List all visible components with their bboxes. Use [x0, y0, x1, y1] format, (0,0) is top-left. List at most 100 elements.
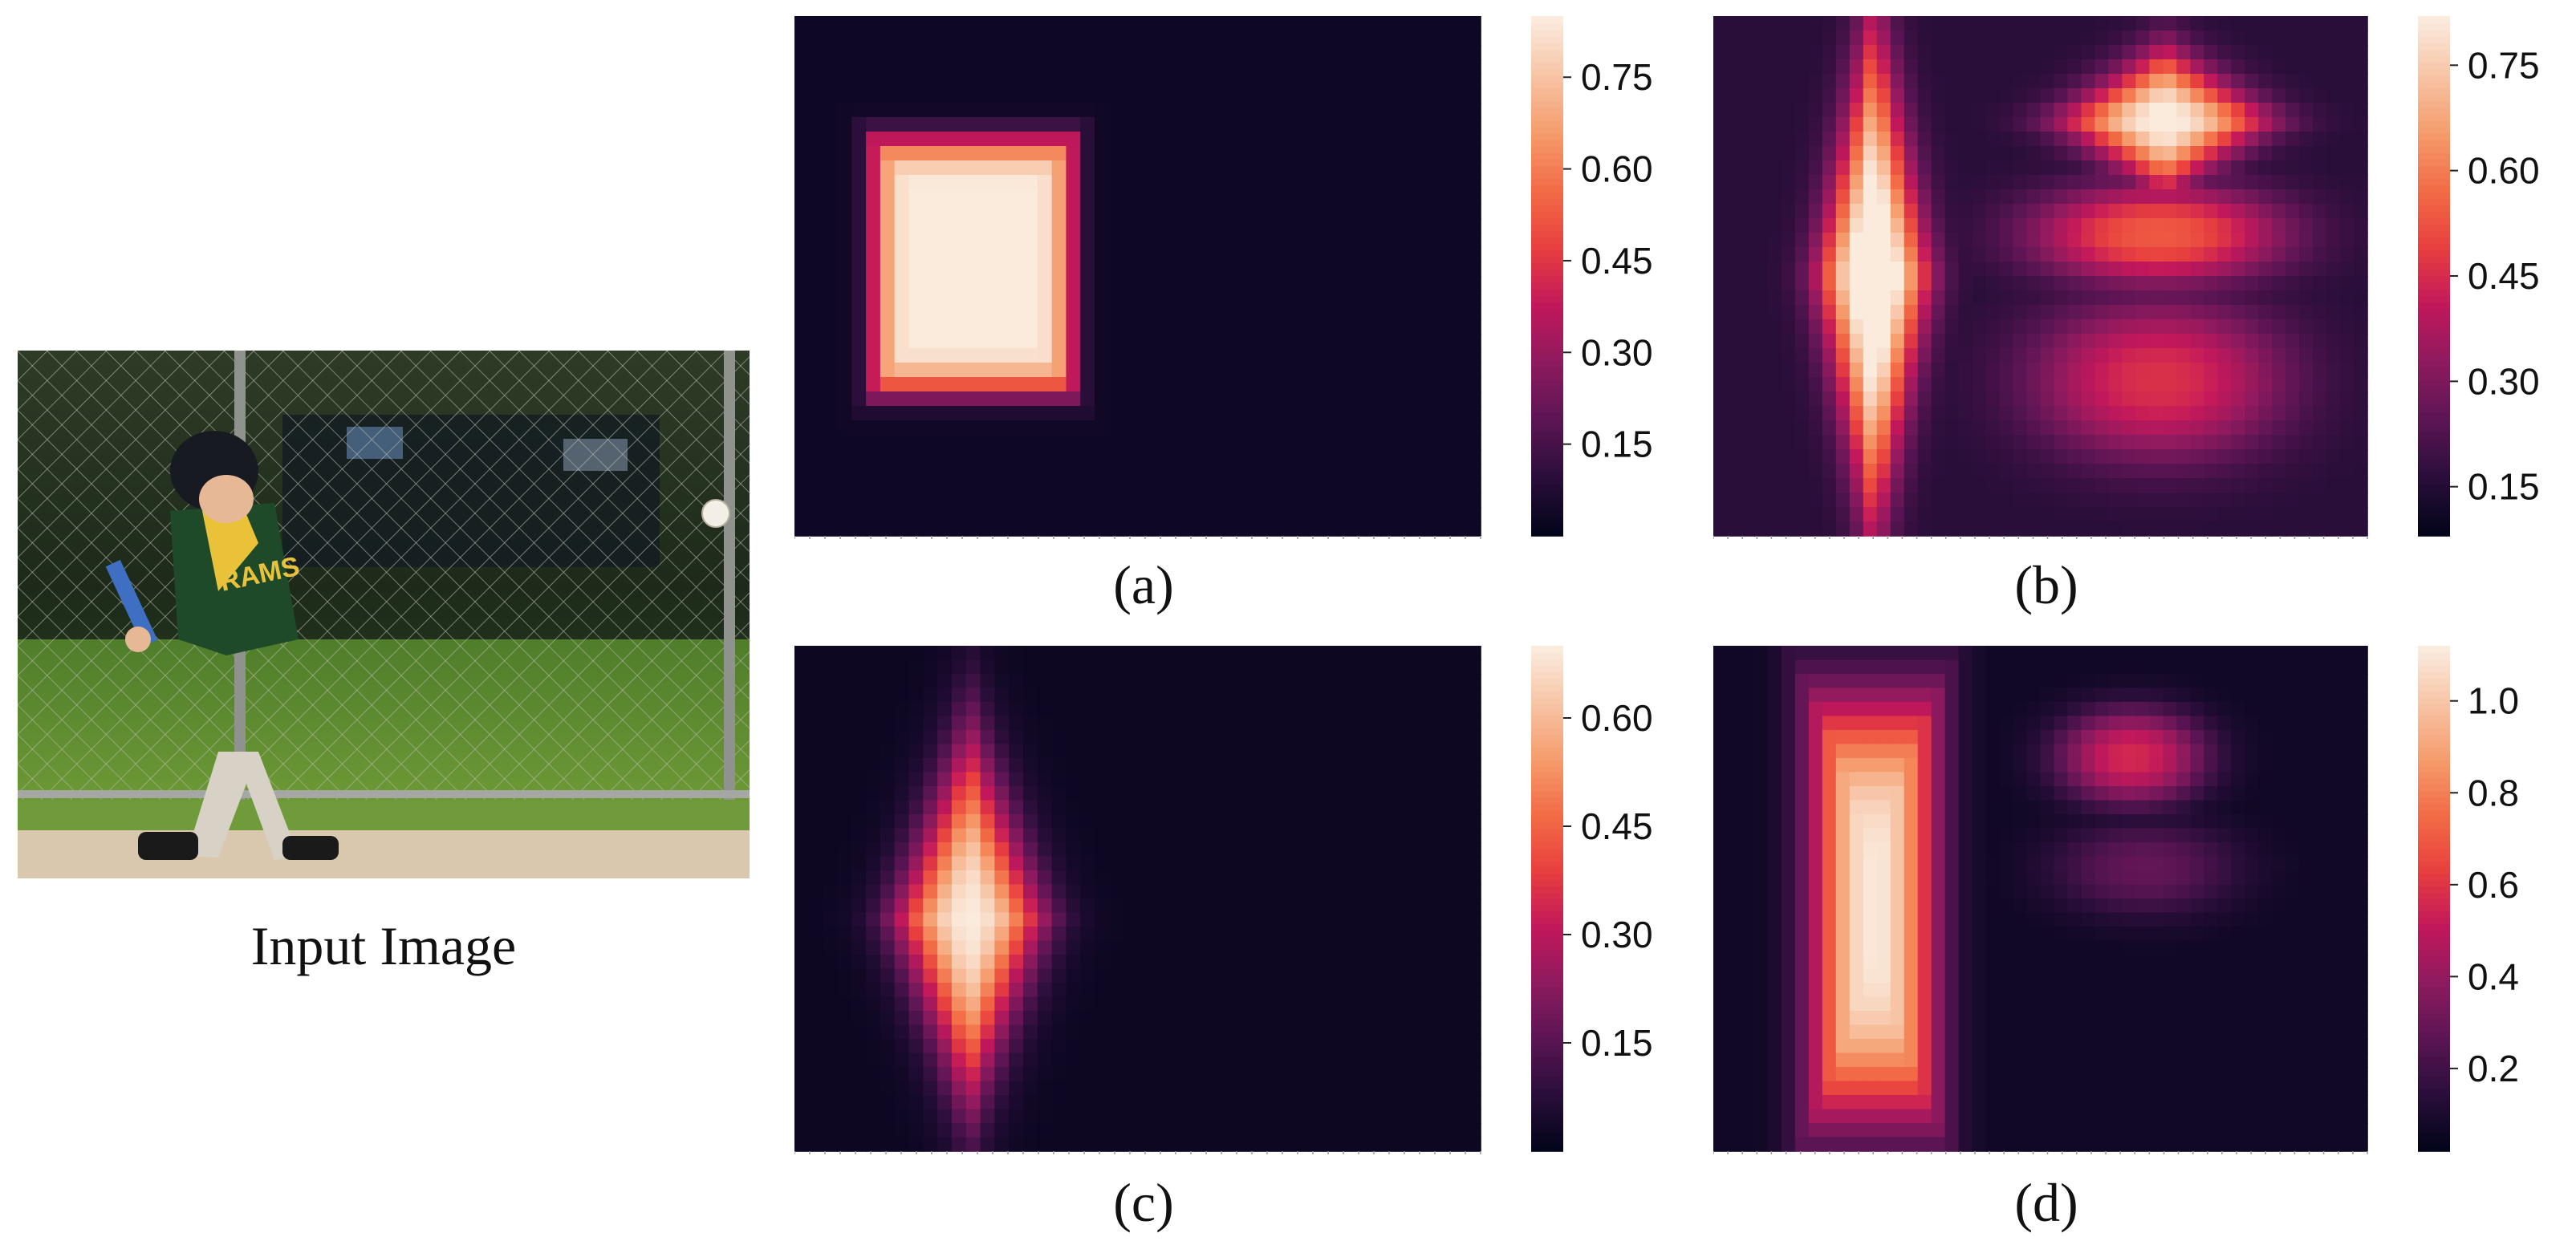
heatmap-cell	[1423, 814, 1439, 829]
heatmap-cell	[837, 218, 853, 233]
heatmap-cell	[1740, 290, 1755, 306]
heatmap-cell	[1108, 828, 1124, 843]
heatmap-cell	[1351, 687, 1367, 703]
heatmap-cell	[1999, 233, 2014, 248]
heatmap-cell	[1309, 898, 1324, 914]
heatmap-cell	[1437, 898, 1453, 914]
heatmap-cell	[937, 716, 953, 731]
heatmap-cell	[1337, 132, 1353, 147]
heatmap-cell	[1713, 189, 1728, 205]
heatmap-cell	[880, 406, 896, 421]
heatmap-cell	[866, 646, 881, 661]
heatmap-cell	[1252, 702, 1267, 717]
heatmap-cell	[1108, 406, 1124, 421]
heatmap-cell	[980, 74, 996, 89]
heatmap-cell	[808, 744, 824, 759]
heatmap-cell	[1209, 687, 1225, 703]
heatmap-cell	[1863, 132, 1878, 147]
heatmap-cell	[1323, 103, 1339, 118]
heatmap-cell	[1337, 507, 1353, 522]
heatmap-cell	[1423, 464, 1439, 479]
heatmap-cell	[1023, 507, 1038, 522]
heatmap-cell	[1123, 276, 1139, 291]
heatmap-cell	[2054, 521, 2069, 537]
heatmap-cell	[2040, 348, 2055, 363]
heatmap-cell	[1266, 218, 1282, 233]
heatmap-cell	[1366, 842, 1382, 858]
heatmap-cell	[1437, 800, 1453, 815]
heatmap-cell	[1408, 814, 1424, 829]
heatmap-cell	[994, 814, 1010, 829]
heatmap-cell	[2026, 420, 2042, 436]
heatmap-cell	[2326, 334, 2341, 349]
heatmap-cell	[794, 493, 810, 508]
heatmap-cell	[2013, 363, 2028, 378]
heatmap-cell	[994, 898, 1010, 914]
heatmap-cell	[1337, 449, 1353, 464]
heatmap-cell	[1309, 189, 1324, 205]
heatmap-cell	[1863, 521, 1878, 537]
heatmap-cell	[1009, 521, 1024, 537]
heatmap-cell	[2340, 88, 2355, 103]
heatmap-cell	[923, 493, 938, 508]
heatmap-cell	[1917, 132, 1932, 147]
heatmap-cell	[866, 363, 881, 378]
heatmap-cell	[1194, 319, 1210, 335]
heatmap-cell	[1108, 204, 1124, 219]
heatmap-cell	[851, 856, 867, 871]
heatmap-cell	[794, 716, 810, 731]
heatmap-cell	[1294, 233, 1310, 248]
heatmap-cell	[1294, 884, 1310, 899]
heatmap-cell	[894, 290, 910, 306]
heatmap-cell	[2163, 290, 2178, 306]
heatmap-cell	[1466, 319, 1481, 335]
heatmap-cell	[1380, 800, 1396, 815]
heatmap-cell	[1294, 348, 1310, 363]
heatmap-cell	[1890, 435, 1905, 450]
heatmap-cell	[1009, 772, 1024, 787]
heatmap-cell	[794, 204, 810, 219]
heatmap-cell	[2217, 146, 2233, 161]
heatmap-cell	[1051, 758, 1067, 773]
colorbar-segment	[2418, 367, 2450, 375]
heatmap-cell	[1863, 464, 1878, 479]
heatmap-cell	[894, 146, 910, 161]
heatmap-cell	[1863, 16, 1878, 31]
heatmap-cell	[1023, 247, 1038, 262]
heatmap-cell	[965, 420, 981, 436]
heatmap-cell	[1904, 391, 1919, 407]
heatmap-cell	[2108, 175, 2123, 190]
heatmap-cell	[1917, 507, 1932, 522]
heatmap-cell	[1366, 391, 1382, 407]
heatmap-cell	[1726, 507, 1741, 522]
heatmap-cell	[1023, 842, 1038, 858]
heatmap-cell	[1876, 464, 1891, 479]
heatmap-cell	[937, 730, 953, 745]
heatmap-cell	[980, 646, 996, 661]
heatmap-cell	[1863, 218, 1878, 233]
heatmap-cell	[1309, 45, 1324, 60]
heatmap-cell	[2067, 262, 2082, 277]
heatmap-cell	[2326, 363, 2341, 378]
heatmap-cell	[2217, 334, 2233, 349]
heatmap-cell	[1863, 363, 1878, 378]
heatmap-cell	[908, 290, 924, 306]
heatmap-cell	[2272, 175, 2286, 190]
heatmap-cell	[2163, 146, 2178, 161]
heatmap-cell	[1023, 856, 1038, 871]
heatmap-cell	[1194, 870, 1210, 886]
heatmap-cell	[1194, 856, 1210, 871]
heatmap-cell	[1152, 730, 1167, 745]
heatmap-cell	[1466, 334, 1481, 349]
heatmap-cell	[1166, 290, 1181, 306]
heatmap-cell	[880, 772, 896, 787]
colorbar-segment	[2418, 211, 2450, 218]
heatmap-cell	[1095, 912, 1110, 927]
heatmap-cell	[2013, 204, 2028, 219]
heatmap-cell	[1753, 464, 1769, 479]
heatmap-cell	[794, 30, 810, 46]
heatmap-cell	[2026, 363, 2042, 378]
heatmap-cell	[1080, 927, 1095, 942]
heatmap-cell	[1037, 334, 1053, 349]
heatmap-cell	[1822, 478, 1837, 493]
